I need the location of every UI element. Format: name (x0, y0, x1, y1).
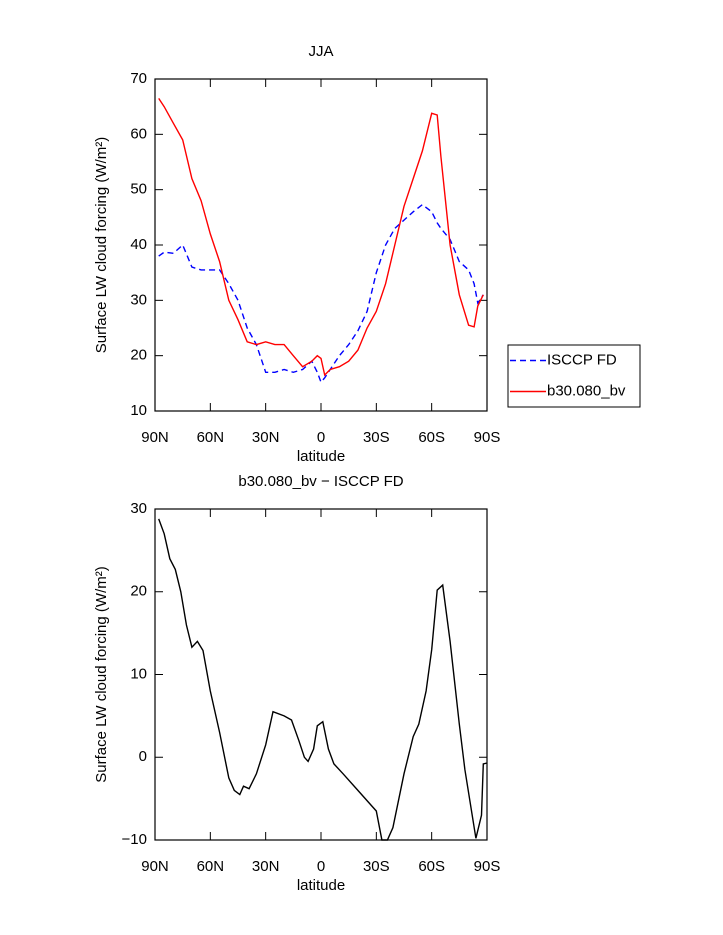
x-tick-label: 0 (317, 429, 325, 446)
x-tick-label: 60N (197, 429, 225, 446)
y-tick-label: 50 (130, 181, 147, 198)
y-tick-label: 30 (130, 291, 147, 308)
x-tick-label: 30S (363, 858, 390, 875)
x-axis-label: latitude (297, 448, 345, 465)
data-line (158, 518, 488, 841)
y-tick-label: 10 (130, 665, 147, 682)
plot-frame (154, 508, 488, 841)
x-axis-label: latitude (297, 877, 345, 894)
x-tick-label: 30S (363, 429, 390, 446)
y-tick-label: −10 (122, 831, 147, 848)
y-tick-label: 20 (130, 583, 147, 600)
y-tick-label: 40 (130, 236, 147, 253)
x-tick-label: 60S (418, 858, 445, 875)
legend-label: ISCCP FD (547, 351, 617, 368)
x-tick-label: 90N (141, 858, 169, 875)
x-tick-label: 30N (252, 429, 280, 446)
chart-title: b30.080_bv − ISCCP FD (238, 473, 403, 490)
chart-title: JJA (308, 43, 333, 60)
legend-label: b30.080_bv (547, 382, 626, 399)
y-tick-label: 30 (130, 500, 147, 517)
data-line (158, 203, 484, 384)
x-tick-label: 90N (141, 429, 169, 446)
data-line (158, 98, 484, 377)
x-tick-label: 90S (474, 858, 501, 875)
x-tick-label: 0 (317, 858, 325, 875)
y-tick-label: 70 (130, 70, 147, 87)
y-tick-label: 20 (130, 347, 147, 364)
y-axis-label: Surface LW cloud forcing (W/m²) (93, 566, 110, 782)
legend-box (507, 344, 641, 408)
y-tick-label: 60 (130, 125, 147, 142)
y-tick-label: 10 (130, 402, 147, 419)
x-tick-label: 60N (197, 858, 225, 875)
y-tick-label: 0 (139, 748, 147, 765)
x-tick-label: 60S (418, 429, 445, 446)
x-tick-label: 90S (474, 429, 501, 446)
y-axis-label: Surface LW cloud forcing (W/m²) (93, 137, 110, 353)
x-tick-label: 30N (252, 858, 280, 875)
